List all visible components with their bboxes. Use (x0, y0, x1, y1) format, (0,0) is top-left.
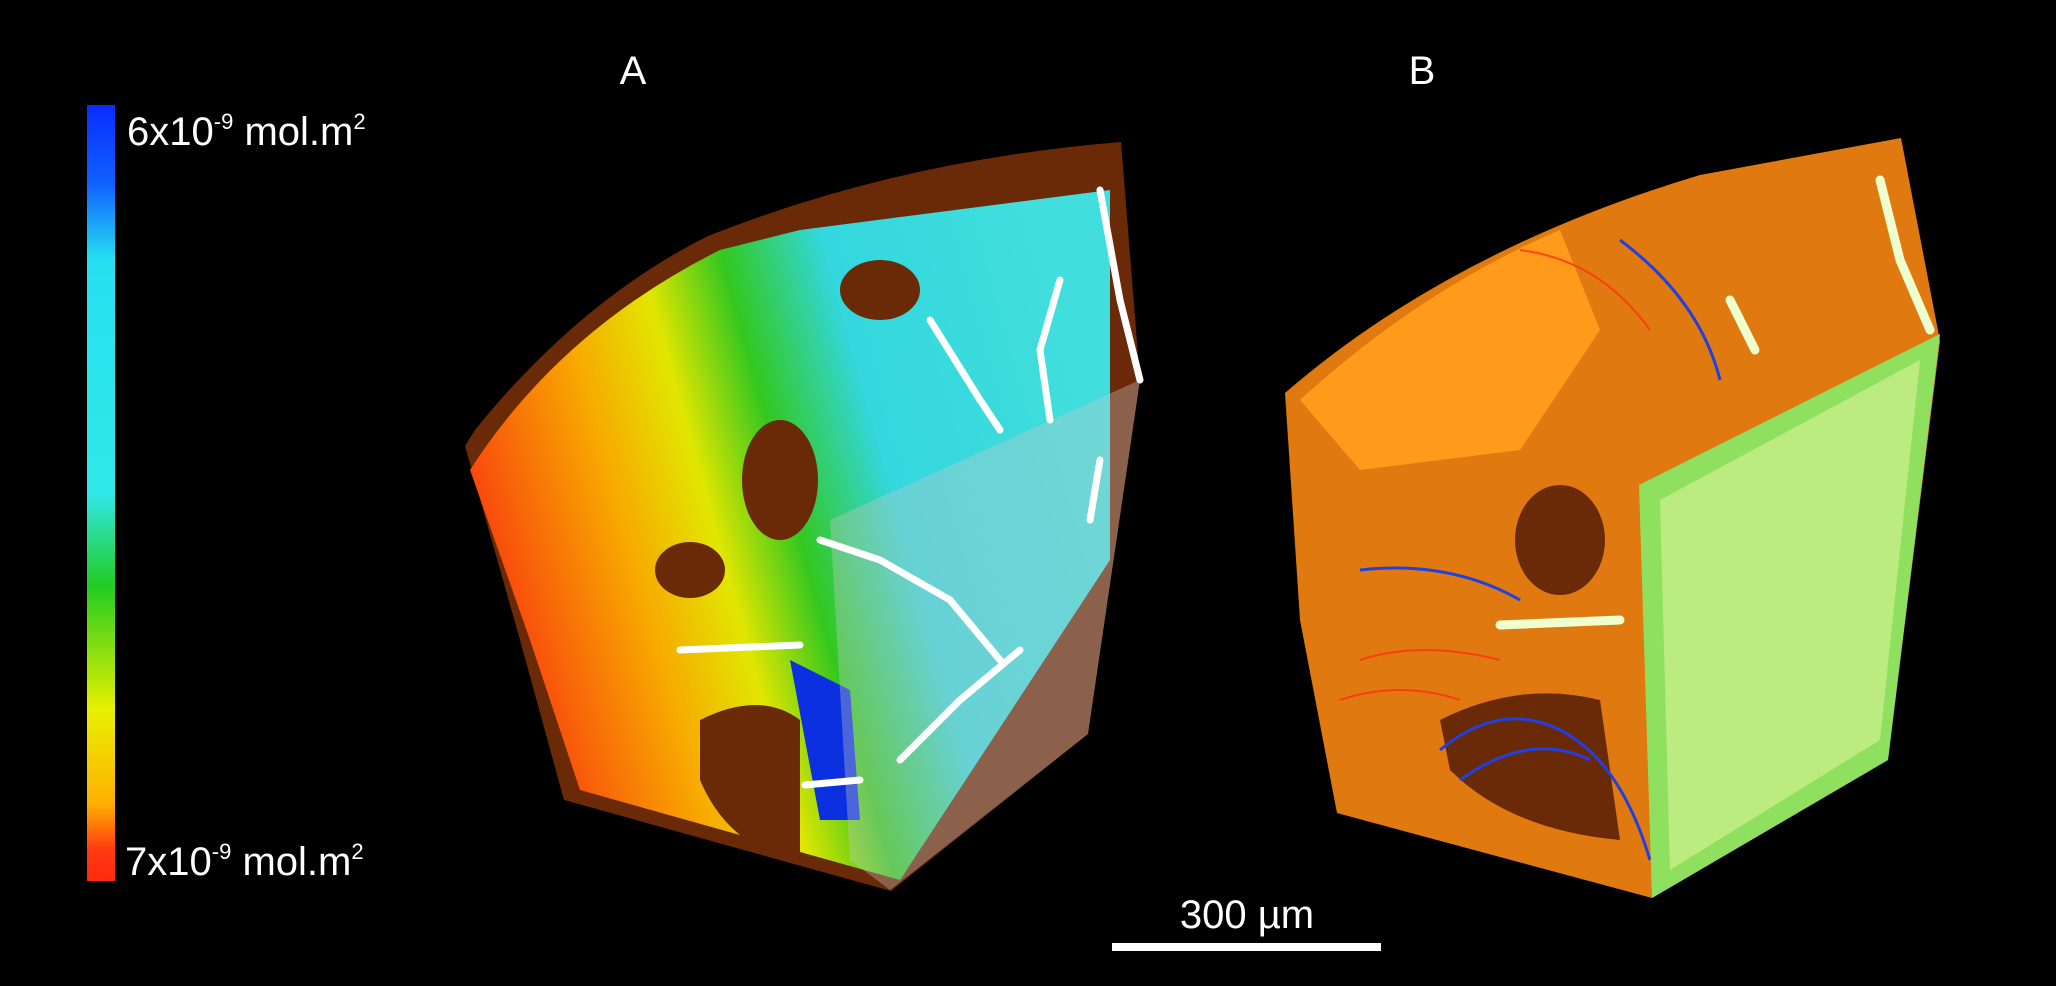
colorbar (87, 105, 115, 881)
panel-a-image (465, 142, 1144, 891)
panel-b-image (1285, 138, 1940, 898)
panel-a-title: A (620, 49, 647, 93)
colorbar-bottom-label: 7x10-9 mol.m2 (125, 839, 364, 884)
scale-bar-label: 300 µm (1180, 893, 1314, 937)
panel-b-title: B (1409, 49, 1436, 93)
colorbar-top-label: 6x10-9 mol.m2 (127, 109, 366, 154)
